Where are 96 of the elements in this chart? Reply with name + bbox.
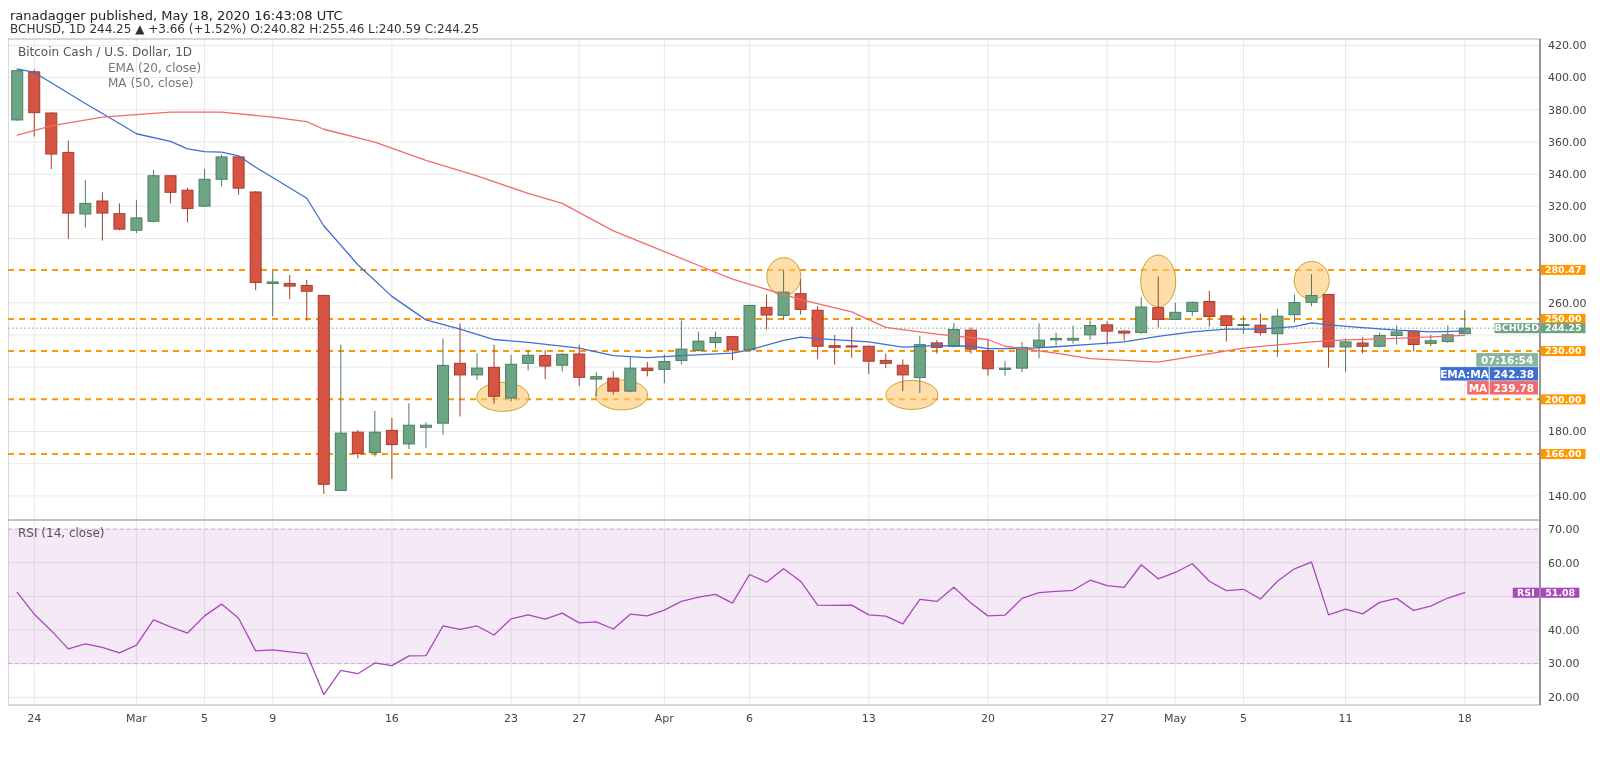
y-tick-label: 40.00 <box>1548 623 1580 637</box>
candlestick <box>1067 325 1080 345</box>
y-tick-label: 300.00 <box>1548 232 1587 246</box>
ref-line-label: 200.00 <box>1544 393 1582 405</box>
text: ranadagger published, May 18, 2020 16:43:08 UTC <box>10 8 343 23</box>
x-tick-label: 23 <box>504 712 519 725</box>
x-tick-label: 5 <box>1239 712 1247 725</box>
candlestick <box>113 202 126 231</box>
candlestick <box>1339 337 1352 373</box>
candlestick <box>1305 273 1318 307</box>
candlestick <box>539 349 552 380</box>
annotation: 239.78 <box>1493 381 1535 394</box>
candlestick <box>1152 276 1165 329</box>
annotation: 07:16:54 <box>1481 353 1534 366</box>
candlestick <box>1288 293 1301 323</box>
candlestick <box>794 278 807 316</box>
x-tick-label: 6 <box>746 712 754 725</box>
candlestick <box>981 339 994 377</box>
candlestick <box>590 371 603 397</box>
ref-line-label: 230.00 <box>1544 345 1582 357</box>
candlestick <box>215 154 228 187</box>
candlestick <box>402 402 415 450</box>
annotation: BCHUSD <box>1494 322 1540 334</box>
candlestick <box>607 370 620 396</box>
y-tick-label: 320.00 <box>1548 200 1587 214</box>
candlestick <box>471 352 484 381</box>
chart-subtitle: BCHUSD, 1D 244.25 ▲ +3.66 (+1.52%) O:240.82 H:255.46 L:240.59 C:244.25 <box>10 22 480 36</box>
candlestick <box>1203 290 1216 328</box>
candlestick <box>181 187 194 223</box>
candlestick <box>896 358 909 392</box>
candlestick <box>385 417 398 480</box>
x-tick-label: 16 <box>384 712 399 725</box>
x-tick-label: 20 <box>980 712 995 725</box>
candlestick <box>266 269 279 317</box>
candlestick <box>1220 314 1233 343</box>
candlestick <box>658 353 671 384</box>
candlestick <box>454 322 467 417</box>
y-tick-label: 70.00 <box>1548 522 1580 536</box>
x-tick-label: 5 <box>201 712 209 725</box>
candlestick <box>300 279 313 322</box>
candlestick <box>556 352 569 373</box>
candlestick <box>79 179 92 229</box>
annotation: MA (50, close) <box>108 76 194 90</box>
text: Bitcoin Cash / U.S. Dollar, 1D <box>18 45 193 59</box>
x-tick-label: 9 <box>269 712 277 725</box>
x-tick-label: 24 <box>27 712 42 725</box>
x-tick-label: Mar <box>126 712 148 725</box>
y-tick-label: 60.00 <box>1548 556 1580 570</box>
annotation: 242.38 <box>1493 367 1535 380</box>
candlestick <box>862 344 875 375</box>
y-tick-label: 360.00 <box>1548 135 1587 149</box>
candlestick <box>624 356 637 393</box>
text: RSI (14, close) <box>18 526 105 540</box>
candlestick <box>164 174 177 204</box>
legend-label: MA <box>1468 381 1489 394</box>
y-tick-label: 340.00 <box>1548 167 1587 181</box>
x-tick-label: May <box>1163 712 1188 725</box>
candlestick <box>573 344 586 387</box>
candlestick <box>726 335 739 361</box>
ref-line-label: 280.47 <box>1544 264 1582 276</box>
candlestick <box>692 331 705 353</box>
legend-label: RSI <box>1517 587 1535 599</box>
candlestick <box>828 334 841 366</box>
x-tick-label: 27 <box>572 712 587 725</box>
candlestick <box>368 410 381 458</box>
y-tick-label: 380.00 <box>1548 103 1587 117</box>
annotation: EMA (20, close) <box>108 61 202 75</box>
candlestick <box>777 269 790 321</box>
candlestick <box>283 274 296 300</box>
candlestick <box>96 191 109 242</box>
x-tick-label: 11 <box>1338 712 1353 725</box>
y-tick-label: 180.00 <box>1548 425 1587 439</box>
x-tick-label: 27 <box>1100 712 1115 725</box>
candlestick <box>351 429 364 459</box>
candlestick <box>998 360 1011 377</box>
y-tick-label: 20.00 <box>1548 691 1580 705</box>
y-tick-label: 30.00 <box>1548 657 1580 671</box>
candlestick <box>130 199 143 234</box>
y-tick-label: 420.00 <box>1548 39 1587 53</box>
y-tick-label: 260.00 <box>1548 296 1587 310</box>
ref-line-label: 166.00 <box>1544 448 1582 460</box>
text: 51.08 <box>1545 587 1576 599</box>
x-tick-label: 13 <box>861 712 876 725</box>
ref-line-label: 244.25 <box>1544 322 1582 334</box>
candlestick <box>419 421 432 449</box>
legend-label: EMA:MA <box>1440 367 1490 380</box>
y-tick-label: 400.00 <box>1548 71 1587 85</box>
candlestick <box>522 349 535 371</box>
candlestick <box>1016 341 1028 373</box>
ref-line-label: 250.00 <box>1544 313 1582 325</box>
x-tick-label: 18 <box>1457 712 1472 725</box>
line-series <box>16 561 1466 696</box>
x-tick-label: Apr <box>654 712 675 725</box>
candlestick <box>760 294 773 330</box>
y-tick-label: 140.00 <box>1548 489 1587 503</box>
candlestick <box>845 326 858 359</box>
